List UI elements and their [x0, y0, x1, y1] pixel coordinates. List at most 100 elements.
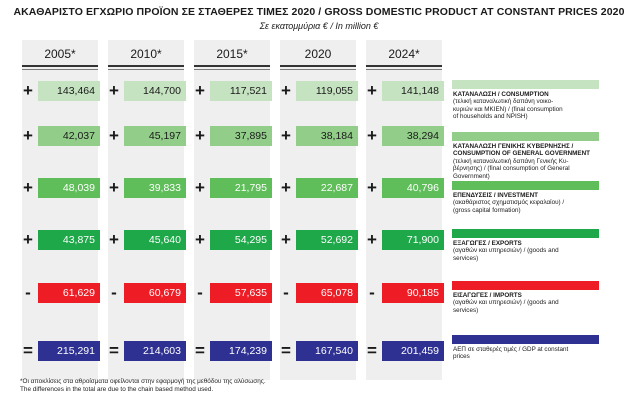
operator-sign: + [281, 81, 291, 100]
legend-swatch [452, 181, 599, 190]
value-cell: 45,640 [124, 230, 186, 250]
legend-title: ΕΙΣΑΓΩΓΕΣ / IMPORTS [453, 292, 522, 299]
legend-swatch [452, 281, 599, 290]
operator-sign: + [195, 230, 205, 249]
operator-sign: + [109, 81, 119, 100]
value-cell: 21,795 [210, 178, 272, 198]
operator-sign: = [281, 341, 291, 360]
value-cell: 215,291 [38, 341, 100, 361]
column-header: 2010* [130, 47, 162, 61]
value-cell: 141,148 [382, 81, 444, 101]
operator-sign: + [195, 178, 205, 197]
value-cell: 144,700 [124, 81, 186, 101]
operator-sign: + [281, 178, 291, 197]
legend-description: (τελική καταναλωτική δαπάνη νοικο- [453, 98, 554, 106]
value-cell: 117,521 [210, 81, 272, 101]
operator-sign: - [197, 283, 203, 302]
value-cell: 40,796 [382, 178, 444, 198]
operator-sign: - [369, 283, 375, 302]
value-cell: 42,037 [38, 126, 100, 146]
column-header-rule [108, 65, 184, 67]
column-header-rule-thin [194, 69, 270, 70]
column-header-rule-thin [22, 69, 98, 70]
operator-sign: + [23, 230, 33, 249]
value-cell: 45,197 [124, 126, 186, 146]
operator-sign: + [23, 81, 33, 100]
legend-title: ΕΠΕΝΔΥΣΕΙΣ / INVESTMENT [453, 192, 538, 199]
chart-title: ΑΚΑΘΑΡΙΣΤΟ ΕΓΧΩΡΙΟ ΠΡΟΪΟΝ ΣΕ ΣΤΑΘΕΡΕΣ ΤΙ… [13, 6, 625, 18]
footnote-greek: *Οι αποκλίσεις στα αθροίσματα οφείλονται… [20, 378, 266, 385]
value-cell: 57,635 [210, 283, 272, 303]
operator-sign: - [283, 283, 289, 302]
legend-description: κυριών και ΜΚΙΕΝ) / (final consumption [453, 105, 563, 113]
value-cell: 214,603 [124, 341, 186, 361]
legend-title: ΕΞΑΓΩΓΕΣ / EXPORTS [453, 240, 522, 247]
value-cell: 201,459 [382, 341, 444, 361]
value-cell: 167,540 [296, 341, 358, 361]
value-cell: 90,185 [382, 283, 444, 303]
column-header: 2015* [216, 47, 248, 61]
operator-sign: + [195, 126, 205, 145]
value-cell: 37,895 [210, 126, 272, 146]
column-header-rule-thin [108, 69, 184, 70]
footnote-english: The differences in the total are due to … [20, 386, 214, 393]
value-cell: 48,039 [38, 178, 100, 198]
chart-subtitle: Σε εκατομμύρια € / In million € [259, 21, 379, 31]
value-cell: 38,184 [296, 126, 358, 146]
operator-sign: + [367, 178, 377, 197]
value-cell: 119,055 [296, 81, 358, 101]
value-cell: 71,900 [382, 230, 444, 250]
column-header-rule-thin [280, 69, 356, 70]
legend-description: prices [453, 353, 470, 361]
value-cell: 60,679 [124, 283, 186, 303]
value-cell: 54,295 [210, 230, 272, 250]
operator-sign: = [109, 341, 119, 360]
legend-description: (τελική καταναλωτική δαπάνη Γενικής Κυ- [453, 157, 569, 165]
legend-title: ΚΑΤΑΝΑΛΩΣΗ ΓΕΝΙΚΗΣ ΚΥΒΕΡΝΗΣΗΣ / CONSUMPT… [453, 143, 591, 158]
column-header-rule [22, 65, 98, 67]
operator-sign: + [281, 126, 291, 145]
legend-description: βέρνησης) / (final consumption of Genera… [453, 165, 570, 173]
legend-swatch [452, 335, 599, 344]
column-header-rule [366, 65, 442, 67]
operator-sign: = [367, 341, 377, 360]
value-cell: 39,833 [124, 178, 186, 198]
operator-sign: = [195, 341, 205, 360]
legend-description: (gross capital formation) [453, 206, 521, 214]
column-header: 2024* [388, 47, 420, 61]
operator-sign: - [111, 283, 117, 302]
value-cell: 38,294 [382, 126, 444, 146]
legend-swatch [452, 132, 599, 141]
legend-description: (αγαθών και υπηρεσιών) / (goods and [453, 247, 559, 255]
value-cell: 61,629 [38, 283, 100, 303]
column-header: 2005* [44, 47, 76, 61]
legend-description: services) [453, 254, 479, 262]
legend-description: services) [453, 306, 479, 314]
operator-sign: + [195, 81, 205, 100]
legend-title: ΚΑΤΑΝΑΛΩΣΗ / CONSUMPTION [453, 91, 549, 98]
operator-sign: = [23, 341, 33, 360]
operator-sign: + [367, 126, 377, 145]
operator-sign: + [367, 230, 377, 249]
legend-swatch [452, 80, 599, 89]
value-cell: 22,687 [296, 178, 358, 198]
legend-description: (αγαθών και υπηρεσιών) / (goods and [453, 299, 559, 307]
operator-sign: + [23, 126, 33, 145]
column-header-rule-thin [366, 69, 442, 70]
value-cell: 143,464 [38, 81, 100, 101]
operator-sign: - [25, 283, 31, 302]
value-cell: 43,875 [38, 230, 100, 250]
value-cell: 65,078 [296, 283, 358, 303]
operator-sign: + [367, 81, 377, 100]
column-header-rule [280, 65, 356, 67]
operator-sign: + [23, 178, 33, 197]
value-cell: 174,239 [210, 341, 272, 361]
operator-sign: + [109, 126, 119, 145]
legend-description: ΑΕΠ σε σταθερές τιμές / GDP at constant [453, 346, 569, 353]
legend-description: (ακαθάριστος σχηματισμός κεφαλαίου) / [453, 199, 565, 207]
column-header: 2020 [304, 47, 332, 61]
column-header-rule [194, 65, 270, 67]
operator-sign: + [109, 230, 119, 249]
operator-sign: + [109, 178, 119, 197]
operator-sign: + [281, 230, 291, 249]
